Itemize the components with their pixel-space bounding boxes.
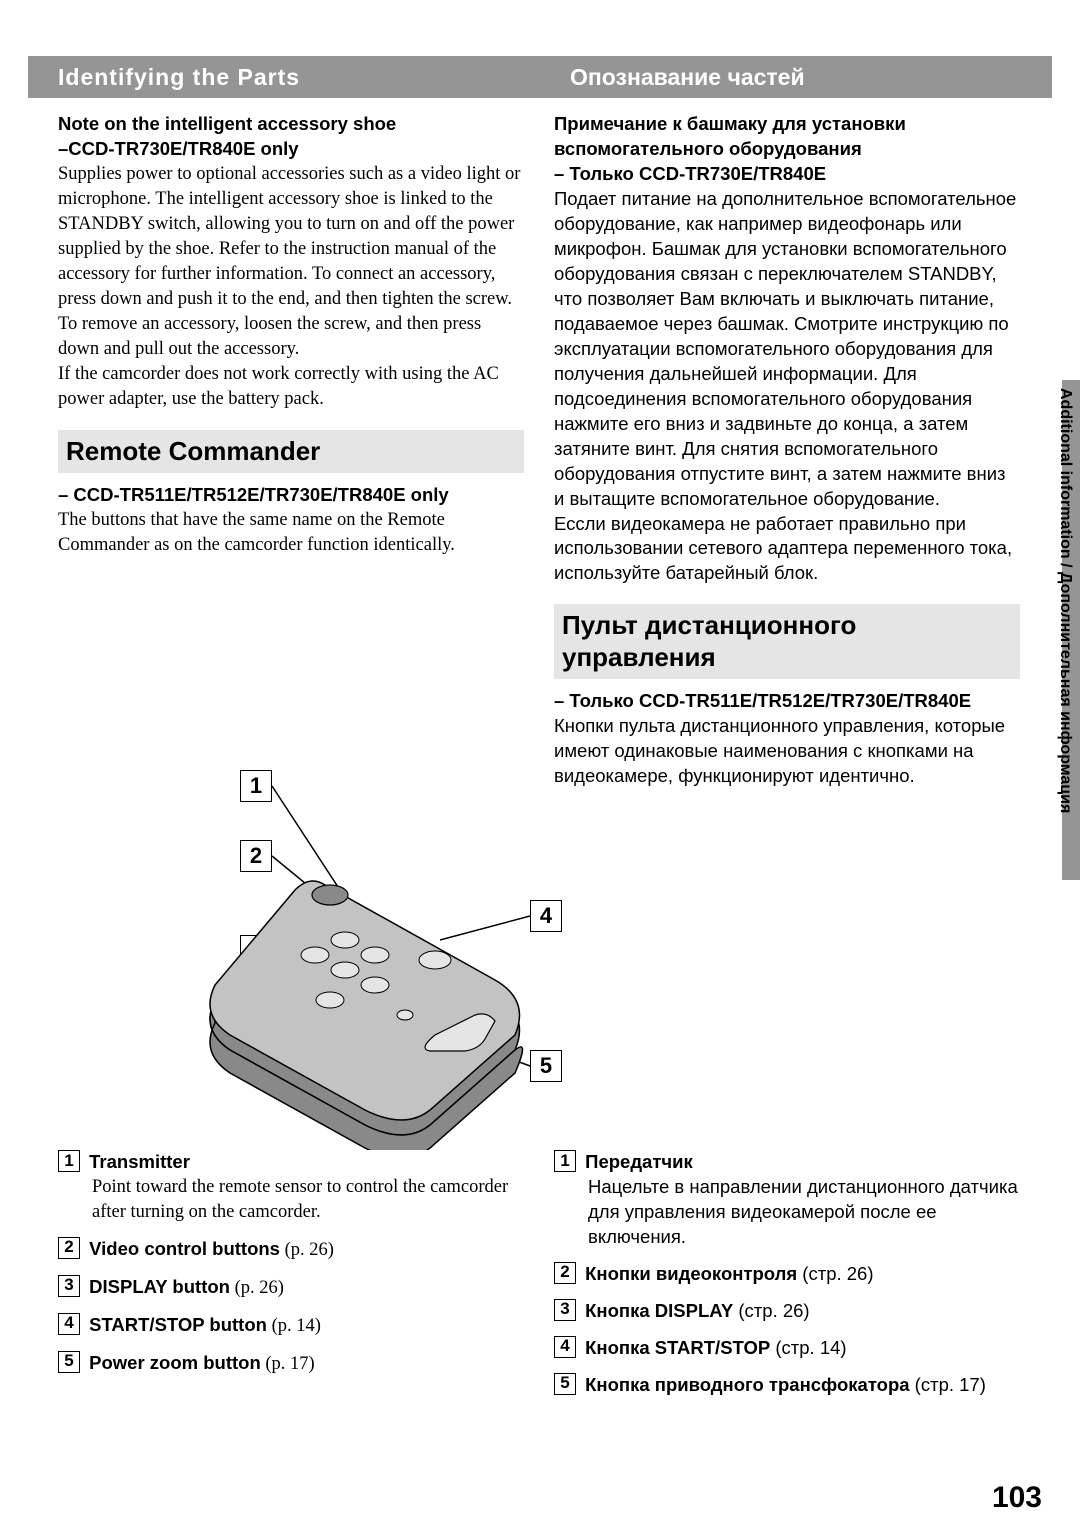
right-column: Примечание к башмаку для установки вспом… [554, 112, 1020, 789]
remote-diagram: 1 2 3 4 5 [170, 770, 730, 1150]
text-columns: Note on the intelligent accessory shoe –… [58, 112, 1020, 789]
item-label: Кнопка приводного трансфокатора [585, 1374, 909, 1395]
note-title-en-l1: Note on the intelligent accessory shoe [58, 112, 524, 137]
list-item: 2 Video control buttons (p. 26) [58, 1237, 524, 1263]
item-label: Power zoom button [89, 1352, 261, 1373]
item-label: Передатчик [585, 1151, 693, 1172]
note-body-en: Supplies power to optional accessories s… [58, 162, 524, 362]
num-box: 5 [554, 1373, 576, 1395]
list-item: 3 Кнопка DISPLAY (стр. 26) [554, 1299, 1020, 1324]
remote-heading-ru: Пульт дистанционного управления [554, 604, 1020, 678]
remote-sub-en: – CCD-TR511E/TR512E/TR730E/TR840E only [58, 483, 524, 508]
note-body2-en: If the camcorder does not work correctly… [58, 362, 524, 412]
item-suffix: (стр. 26) [733, 1300, 809, 1321]
header-band: Identifying the Parts Опознавание частей [28, 56, 1052, 98]
header-title-ru: Опознавание частей [540, 56, 1032, 98]
note-title-en-l2: –CCD-TR730E/TR840E only [58, 137, 524, 162]
item-suffix: (стр. 26) [797, 1263, 873, 1284]
item-suffix: (стр. 14) [770, 1337, 846, 1358]
side-sep: / [1057, 559, 1074, 572]
remote-body-en: The buttons that have the same name on t… [58, 508, 524, 558]
item-label: DISPLAY button [89, 1276, 230, 1297]
side-ru: Дополнительная информация [1057, 572, 1074, 813]
remote-heading-en: Remote Commander [58, 430, 524, 473]
num-box: 4 [554, 1336, 576, 1358]
note-title-ru-l1: Примечание к башмаку для установки вспом… [554, 112, 1020, 162]
note-body-ru: Подает питание на дополнительное вспомог… [554, 187, 1020, 512]
num-box: 5 [58, 1351, 80, 1373]
item-suffix: (p. 26) [230, 1278, 284, 1298]
item-body: Point toward the remote sensor to contro… [58, 1175, 524, 1225]
num-box: 1 [58, 1150, 80, 1172]
list-item: 5 Power zoom button (p. 17) [58, 1351, 524, 1377]
list-item: 2 Кнопки видеоконтроля (стр. 26) [554, 1262, 1020, 1287]
header-title-en: Identifying the Parts [28, 56, 520, 98]
item-suffix: (p. 14) [267, 1316, 321, 1336]
list-item: 1 Передатчик Нацельте в направлении дист… [554, 1150, 1020, 1250]
num-box: 2 [554, 1262, 576, 1284]
note-body2-ru: Ессли видеокамера не работает правильно … [554, 512, 1020, 587]
num-box: 3 [58, 1275, 80, 1297]
item-label: Transmitter [89, 1151, 190, 1172]
remote-svg [170, 770, 730, 1150]
num-box: 1 [554, 1150, 576, 1172]
side-en: Additional information [1057, 388, 1074, 559]
item-label: Video control buttons [89, 1238, 280, 1259]
bottom-parts-lists: 1 Transmitter Point toward the remote se… [58, 1150, 1020, 1410]
item-label: START/STOP button [89, 1314, 267, 1335]
num-box: 2 [58, 1237, 80, 1259]
left-column: Note on the intelligent accessory shoe –… [58, 112, 524, 789]
bottom-left-col: 1 Transmitter Point toward the remote se… [58, 1150, 524, 1410]
num-box: 4 [58, 1313, 80, 1335]
item-label: Кнопка DISPLAY [585, 1300, 733, 1321]
list-item: 3 DISPLAY button (p. 26) [58, 1275, 524, 1301]
item-suffix: (p. 26) [280, 1240, 334, 1260]
note-title-ru-l2: – Только CCD-TR730E/TR840E [554, 162, 1020, 187]
item-body: Нацельте в направлении дистанционного да… [554, 1175, 1020, 1250]
list-item: 4 Кнопка START/STOP (стр. 14) [554, 1336, 1020, 1361]
item-suffix: (стр. 17) [910, 1374, 986, 1395]
num-box: 3 [554, 1299, 576, 1321]
list-item: 1 Transmitter Point toward the remote se… [58, 1150, 524, 1225]
list-item: 4 START/STOP button (p. 14) [58, 1313, 524, 1339]
page-number: 103 [992, 1481, 1042, 1515]
item-label: Кнопка START/STOP [585, 1337, 770, 1358]
item-suffix: (p. 17) [261, 1354, 315, 1374]
remote-sub-ru: – Только CCD-TR511E/TR512E/TR730E/TR840E [554, 689, 1020, 714]
bottom-right-col: 1 Передатчик Нацельте в направлении дист… [554, 1150, 1020, 1410]
side-tab-text: Additional information / Дополнительная … [1050, 380, 1080, 880]
item-label: Кнопки видеоконтроля [585, 1263, 797, 1284]
list-item: 5 Кнопка приводного трансфокатора (стр. … [554, 1373, 1020, 1398]
